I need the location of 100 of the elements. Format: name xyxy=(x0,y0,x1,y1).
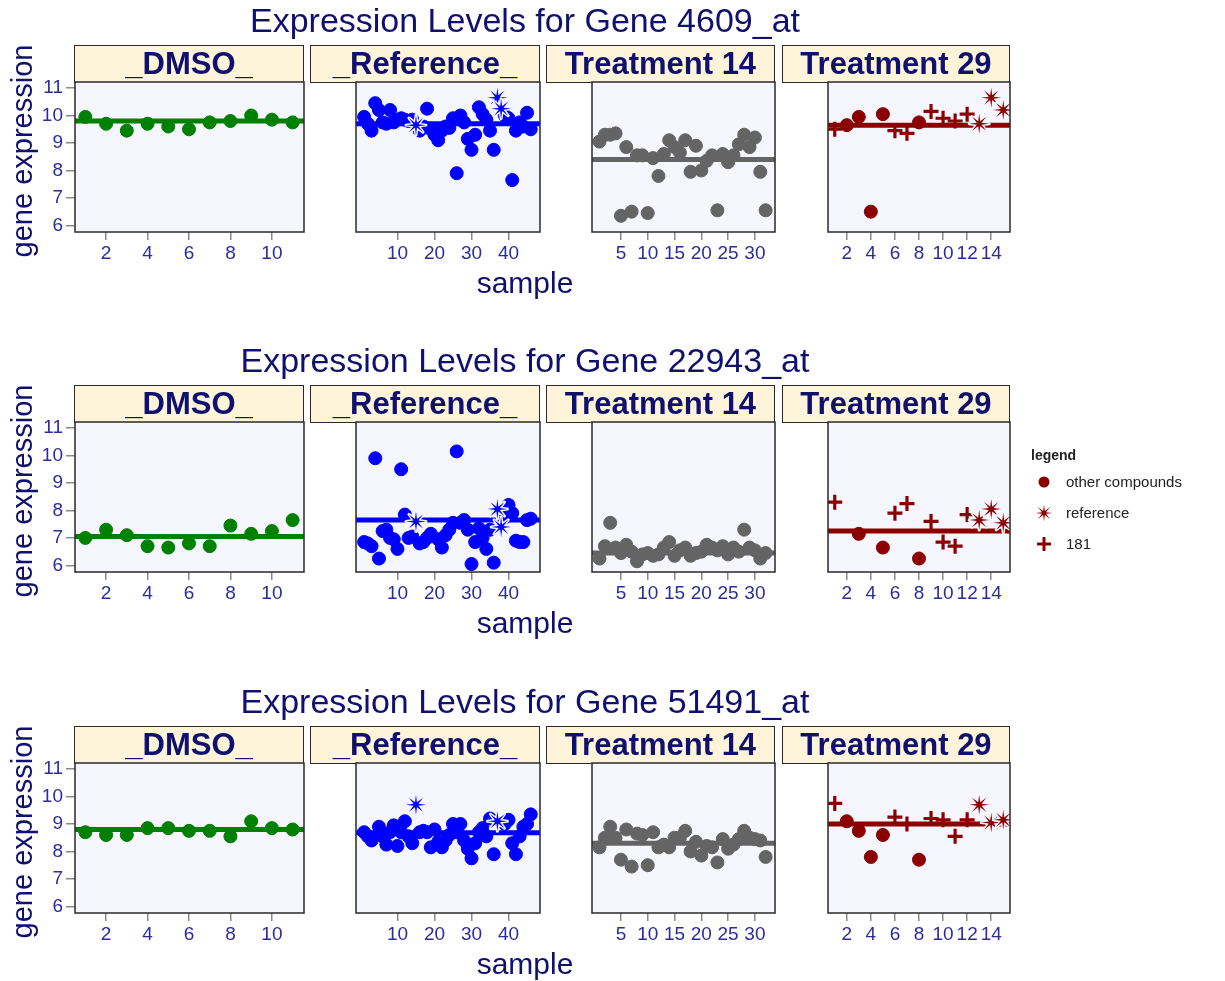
x-tick-label: 10 xyxy=(261,922,283,944)
x-tick-label: 8 xyxy=(913,241,925,263)
x-tick-label: 25 xyxy=(717,241,739,263)
x-tick-label: 4 xyxy=(865,581,877,603)
chart-subtitle: Treatment 29 xyxy=(782,45,1010,83)
y-tick-label: 11 xyxy=(43,416,63,438)
x-tick-label: 2 xyxy=(841,241,853,263)
x-tick-label: 6 xyxy=(183,922,195,944)
x-tick-label: 8 xyxy=(913,581,925,603)
x-tick-label: 8 xyxy=(913,922,925,944)
x-tick-label: 10 xyxy=(261,581,283,603)
x-tick-label: 14 xyxy=(980,922,1003,944)
y-tick-label: 10 xyxy=(41,784,63,806)
y-tick-label: 11 xyxy=(43,76,63,98)
x-tick-label: 8 xyxy=(225,241,236,263)
legend-label: other compounds xyxy=(1066,473,1182,490)
x-tick-label: 20 xyxy=(690,922,712,944)
x-tick-label: 5 xyxy=(615,241,627,263)
x-axis-title: sample xyxy=(475,606,575,640)
x-tick-label: 5 xyxy=(615,922,627,944)
chart-subtitle: Treatment 14 xyxy=(546,385,775,423)
chart-title: Expression Levels for Gene 4609_at xyxy=(249,1,801,39)
x-tick-label: 14 xyxy=(980,581,1003,603)
x-tick-label: 4 xyxy=(865,922,877,944)
x-tick-label: 10 xyxy=(932,581,954,603)
x-tick-label: 2 xyxy=(100,581,112,603)
x-tick-label: 30 xyxy=(460,581,483,603)
y-tick-label: 9 xyxy=(52,131,63,153)
x-tick-label: 25 xyxy=(717,581,739,603)
chart-subtitle: _Reference_ xyxy=(310,45,540,83)
x-axis-title: sample xyxy=(475,947,575,981)
y-axis-title: gene expression xyxy=(5,43,39,260)
x-tick-label: 2 xyxy=(841,922,853,944)
y-tick-label: 6 xyxy=(52,213,63,235)
chart-subtitle: _Reference_ xyxy=(310,385,540,423)
x-tick-label: 2 xyxy=(841,581,853,603)
y-tick-label: 7 xyxy=(52,526,63,548)
chart-subtitle: Treatment 29 xyxy=(782,385,1010,423)
x-tick-label: 30 xyxy=(744,241,766,263)
y-tick-label: 8 xyxy=(52,498,63,520)
legend-label: 181 xyxy=(1066,535,1092,552)
x-tick-label: 25 xyxy=(717,922,739,944)
chart-title: Expression Levels for Gene 51491_at xyxy=(239,682,811,720)
x-tick-label: 15 xyxy=(663,922,686,944)
y-tick-label: 7 xyxy=(52,186,63,208)
chart-subtitle: Treatment 14 xyxy=(546,726,775,764)
x-tick-label: 6 xyxy=(889,922,901,944)
y-tick-label: 6 xyxy=(52,894,63,916)
x-tick-label: 4 xyxy=(142,581,154,603)
legend-title: legend xyxy=(1031,446,1078,465)
x-tick-label: 6 xyxy=(889,581,901,603)
chart-title: Expression Levels for Gene 22943_at xyxy=(239,341,811,379)
y-tick-label: 7 xyxy=(52,867,63,889)
x-tick-label: 10 xyxy=(386,581,409,603)
chart-subtitle: _DMSO_ xyxy=(74,726,304,764)
x-tick-label: 4 xyxy=(865,241,877,263)
x-tick-label: 2 xyxy=(100,241,112,263)
x-tick-label: 30 xyxy=(744,922,766,944)
chart-subtitle: _DMSO_ xyxy=(74,385,304,423)
chart-subtitle: Treatment 14 xyxy=(546,45,775,83)
chart-subtitle: _Reference_ xyxy=(310,726,540,764)
x-tick-label: 10 xyxy=(637,581,659,603)
y-tick-label: 10 xyxy=(41,443,63,465)
x-tick-label: 14 xyxy=(980,241,1003,263)
y-tick-label: 9 xyxy=(52,471,63,493)
x-tick-label: 15 xyxy=(663,581,686,603)
x-tick-label: 8 xyxy=(225,922,236,944)
x-tick-label: 20 xyxy=(423,922,446,944)
x-tick-label: 10 xyxy=(932,241,954,263)
x-tick-label: 20 xyxy=(690,241,712,263)
x-tick-label: 5 xyxy=(615,581,627,603)
y-tick-label: 9 xyxy=(52,812,63,834)
x-tick-label: 6 xyxy=(183,241,195,263)
x-tick-label: 6 xyxy=(183,581,195,603)
legend-label: reference xyxy=(1066,504,1130,521)
x-tick-label: 40 xyxy=(497,581,520,603)
x-tick-label: 20 xyxy=(423,581,446,603)
x-tick-label: 6 xyxy=(889,241,901,263)
y-tick-label: 11 xyxy=(43,757,63,779)
x-tick-label: 8 xyxy=(225,581,236,603)
chart-subtitle: Treatment 29 xyxy=(782,726,1010,764)
x-tick-label: 4 xyxy=(142,241,154,263)
y-tick-label: 8 xyxy=(52,158,63,180)
x-tick-label: 10 xyxy=(637,241,659,263)
y-tick-label: 8 xyxy=(52,839,63,861)
x-tick-label: 30 xyxy=(744,581,766,603)
x-tick-label: 40 xyxy=(497,241,520,263)
x-tick-label: 10 xyxy=(637,922,659,944)
x-tick-label: 30 xyxy=(460,922,483,944)
x-tick-label: 10 xyxy=(386,241,409,263)
x-tick-label: 10 xyxy=(261,241,283,263)
x-tick-label: 12 xyxy=(956,922,978,944)
x-tick-label: 20 xyxy=(423,241,446,263)
x-tick-label: 30 xyxy=(460,241,483,263)
x-tick-label: 20 xyxy=(690,581,712,603)
x-tick-label: 10 xyxy=(932,922,954,944)
x-tick-label: 15 xyxy=(663,241,686,263)
y-axis-title: gene expression xyxy=(5,724,39,941)
x-tick-label: 12 xyxy=(956,241,978,263)
x-tick-label: 4 xyxy=(142,922,154,944)
